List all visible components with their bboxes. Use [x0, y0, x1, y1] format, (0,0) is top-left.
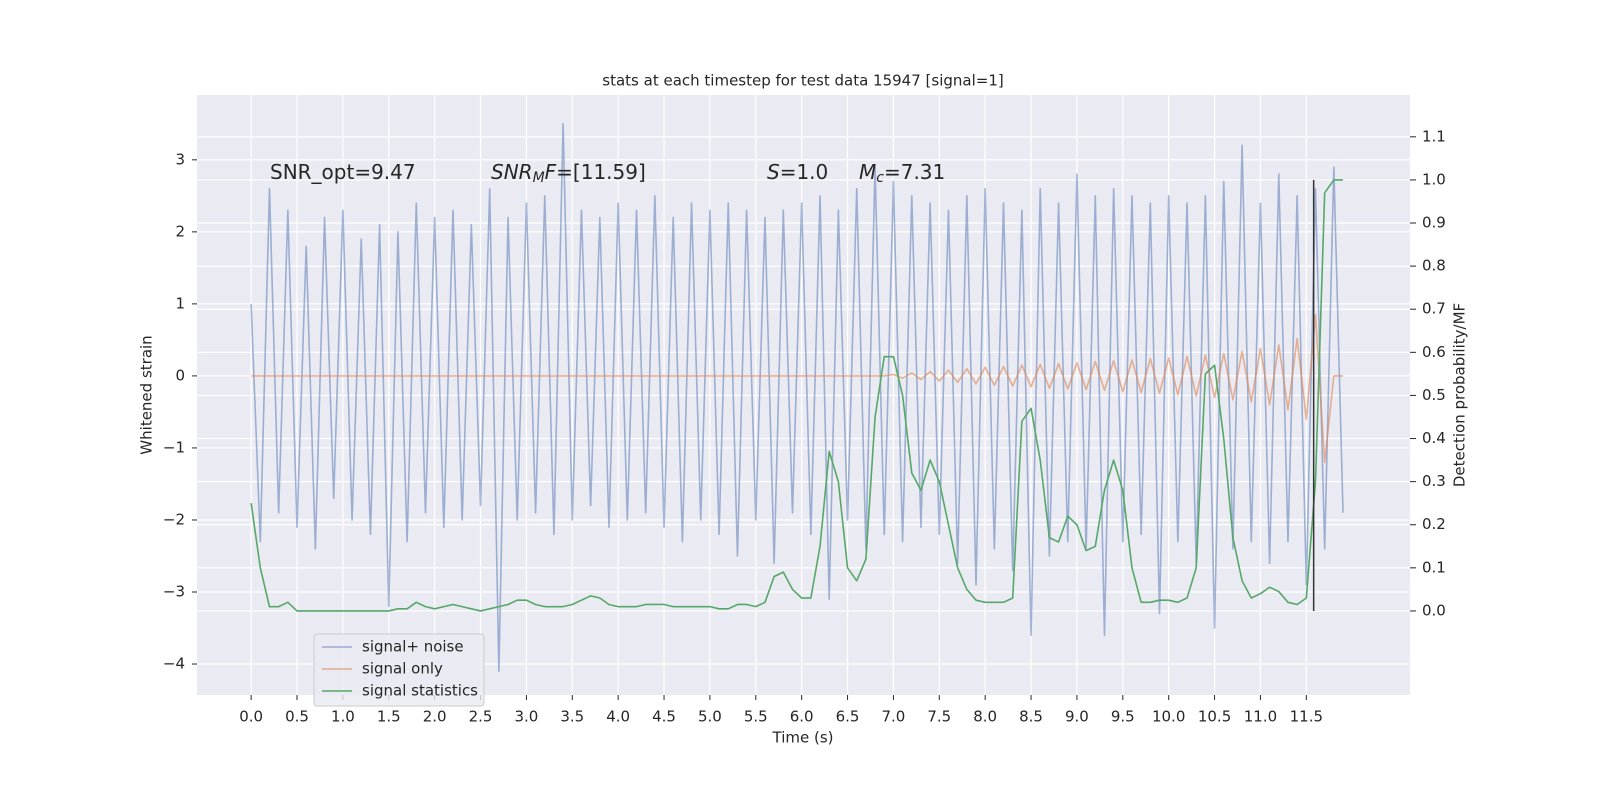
x-tick-label: 2.5: [469, 708, 493, 726]
grid: [197, 95, 1410, 695]
annotation-part: =[11.59]: [556, 160, 646, 184]
x-tick-label: 8.0: [973, 708, 997, 726]
y2-tick-label: 1.0: [1422, 170, 1446, 188]
y2-tick-label: 0.8: [1422, 257, 1446, 275]
legend: signal+ noise signal only signal statistic…: [313, 633, 485, 707]
legend-label: signal+ noise: [362, 638, 464, 656]
annotation-part: c: [876, 170, 884, 186]
annotation: SNR_opt=9.47: [270, 160, 416, 184]
y-tick-label: 1: [175, 294, 185, 312]
x-tick-label: 9.5: [1111, 708, 1135, 726]
annotation: S=1.0: [767, 160, 828, 184]
x-tick-label: 11.0: [1244, 708, 1277, 726]
series-line: [250, 123, 1344, 673]
x-tick-label: 4.5: [652, 708, 676, 726]
annotation-part: SNR_opt=9.47: [270, 160, 416, 184]
chart-title: stats at each timestep for test data 159…: [602, 72, 1003, 90]
y-tick-label: −1: [163, 438, 185, 456]
x-tick-label: 2.0: [423, 708, 447, 726]
legend-label: signal only: [362, 660, 443, 678]
x-tick-label: 7.5: [927, 708, 951, 726]
annotation: SNRMF=[11.59]: [491, 160, 646, 187]
annotation-part: S: [767, 160, 780, 184]
x-tick-label: 7.0: [881, 708, 905, 726]
y-tick-label: −4: [163, 655, 185, 673]
annotation-part: M: [533, 170, 545, 186]
x-tick-label: 1.0: [331, 708, 355, 726]
x-tick-label: 6.0: [790, 708, 814, 726]
legend-label: signal statistics: [362, 682, 478, 700]
x-tick-label: 3.5: [560, 708, 584, 726]
x-tick-label: 8.5: [1019, 708, 1043, 726]
y-tick-label: −2: [163, 510, 185, 528]
y-tick-label: 0: [175, 366, 185, 384]
y2-tick-label: 0.2: [1422, 515, 1446, 533]
x-tick-label: 0.5: [285, 708, 309, 726]
x-tick-label: 5.5: [744, 708, 768, 726]
x-tick-label: 9.0: [1065, 708, 1089, 726]
y2-axis-label: Detection probability/MF: [1451, 303, 1469, 487]
y2-tick-label: 1.1: [1422, 127, 1446, 145]
y2-tick-label: 0.7: [1422, 300, 1446, 318]
y-tick-label: 2: [175, 222, 185, 240]
y2-tick-label: 0.4: [1422, 429, 1446, 447]
legend-box: [313, 633, 485, 707]
y-axis-label: Whitened strain: [138, 335, 156, 454]
y2-tick-label: 0.5: [1422, 386, 1446, 404]
x-tick-label: 3.0: [514, 708, 538, 726]
y-tick-label: −3: [163, 582, 185, 600]
annotation-part: =7.31: [884, 160, 945, 184]
x-tick-label: 4.0: [606, 708, 630, 726]
x-tick-label: 1.5: [377, 708, 401, 726]
series-line: [251, 313, 1344, 464]
y2-tick-label: 0.0: [1422, 601, 1446, 619]
x-axis-label: Time (s): [772, 729, 834, 747]
annotation-part: M: [859, 160, 876, 184]
x-tick-label: 10.5: [1198, 708, 1231, 726]
y2-tick-label: 0.1: [1422, 558, 1446, 576]
x-tick-label: 5.0: [698, 708, 722, 726]
x-tick-label: 0.0: [239, 708, 263, 726]
y2-tick-label: 0.3: [1422, 472, 1446, 490]
annotation-part: F: [545, 160, 557, 184]
x-tick-label: 11.5: [1290, 708, 1323, 726]
annotation: Mc=7.31: [859, 160, 945, 187]
series-line: [250, 179, 1344, 612]
y2-tick-label: 0.9: [1422, 214, 1446, 232]
y-tick-label: 3: [175, 150, 185, 168]
marks: [250, 123, 1344, 673]
annotation-part: SNR: [491, 160, 533, 184]
y2-tick-label: 0.6: [1422, 343, 1446, 361]
x-tick-label: 6.5: [836, 708, 860, 726]
x-tick-label: 10.0: [1152, 708, 1185, 726]
annotation-part: =1.0: [780, 160, 829, 184]
